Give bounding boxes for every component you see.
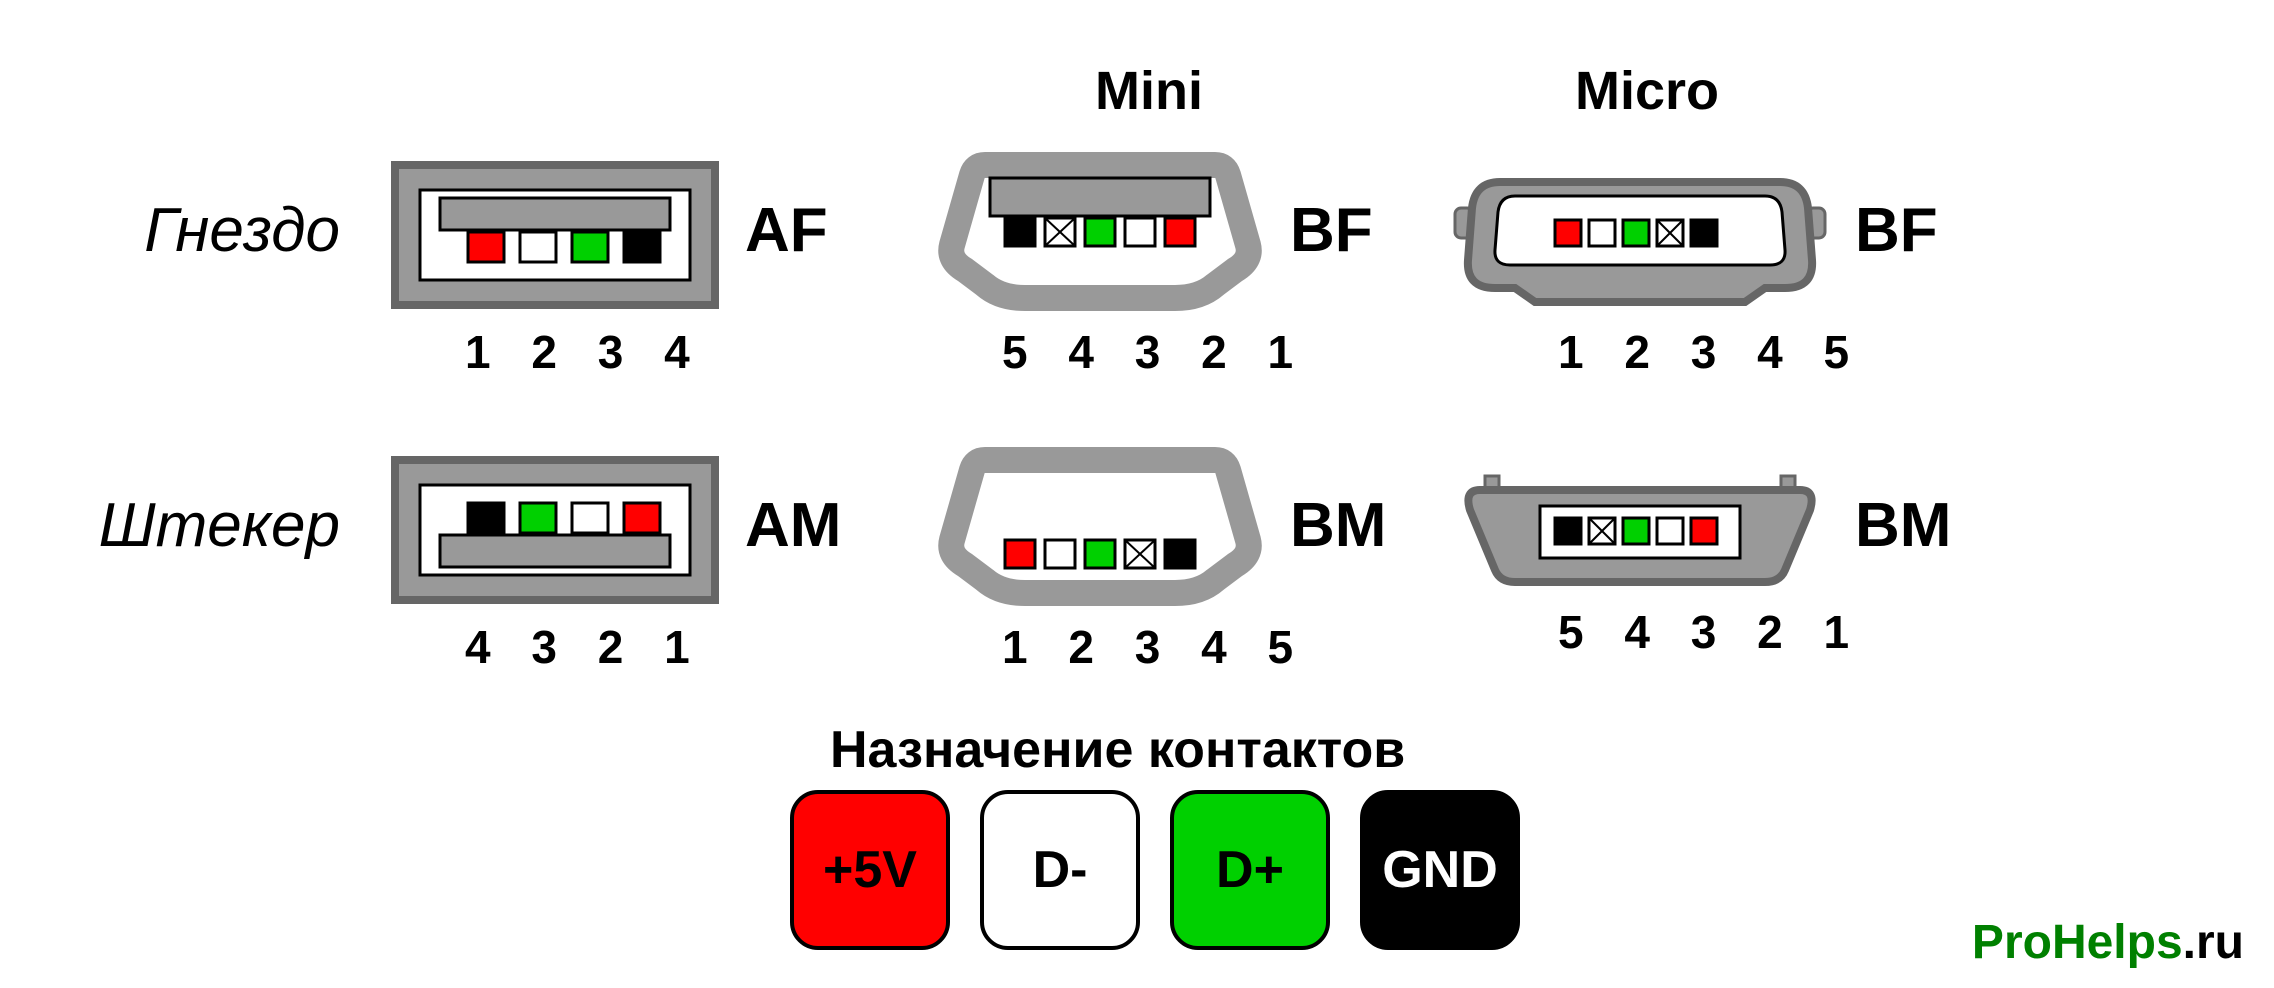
pins-micro-bm: 5 4 3 2 1 [1558,605,1863,659]
label-mini-bf: BF [1290,195,1373,266]
pin-box [520,503,556,533]
pin-box [1555,518,1581,544]
pin-box [1125,218,1155,246]
watermark-b: .ru [2183,916,2244,969]
pin-box [1657,518,1683,544]
legend-box: D- [980,790,1140,950]
pin-box [1165,218,1195,246]
pin-box [1085,218,1115,246]
pins-af: 1 2 3 4 [465,325,704,379]
pins-am: 4 3 2 1 [465,620,704,674]
row-label-plug: Штекер [30,490,340,561]
pins-mini-bm: 1 2 3 4 5 [1002,620,1307,674]
row-label-socket: Гнездо [30,195,340,266]
watermark-a: ProHelps [1972,916,2183,969]
pin-box [1555,220,1581,246]
connector-mini-bm [930,445,1270,620]
pin-box [1623,518,1649,544]
pin-box [1589,220,1615,246]
pin-box [624,503,660,533]
legend-box: GND [1360,790,1520,950]
watermark: ProHelps.ru [1972,915,2244,970]
pin-box [1165,540,1195,568]
connector-mini-bf [930,150,1270,325]
pin-box [468,503,504,533]
legend-box: +5V [790,790,950,950]
pin-box [1691,220,1717,246]
connector-micro-bf [1450,160,1830,320]
legend-box: D+ [1170,790,1330,950]
pins-micro-bf: 1 2 3 4 5 [1558,325,1863,379]
label-am: AM [745,490,841,561]
legend-row: +5VD-D+GND [790,790,1520,950]
label-mini-bm: BM [1290,490,1386,561]
pin-box [624,232,660,262]
connector-micro-bm [1450,470,1830,600]
pin-box [520,232,556,262]
label-micro-bm: BM [1855,490,1951,561]
pin-box [572,232,608,262]
pin-box [1045,540,1075,568]
legend-title: Назначение контактов [830,720,1405,780]
col-header-mini: Mini [1095,60,1203,122]
pin-box [1005,540,1035,568]
connector-af [390,160,720,320]
pin-box [1691,518,1717,544]
label-micro-bf: BF [1855,195,1938,266]
col-header-micro: Micro [1575,60,1719,122]
pin-box [1005,218,1035,246]
pin-box [572,503,608,533]
pins-mini-bf: 5 4 3 2 1 [1002,325,1307,379]
connector-am [390,455,720,615]
pin-box [468,232,504,262]
label-af: AF [745,195,828,266]
pin-box [1623,220,1649,246]
pin-box [1085,540,1115,568]
